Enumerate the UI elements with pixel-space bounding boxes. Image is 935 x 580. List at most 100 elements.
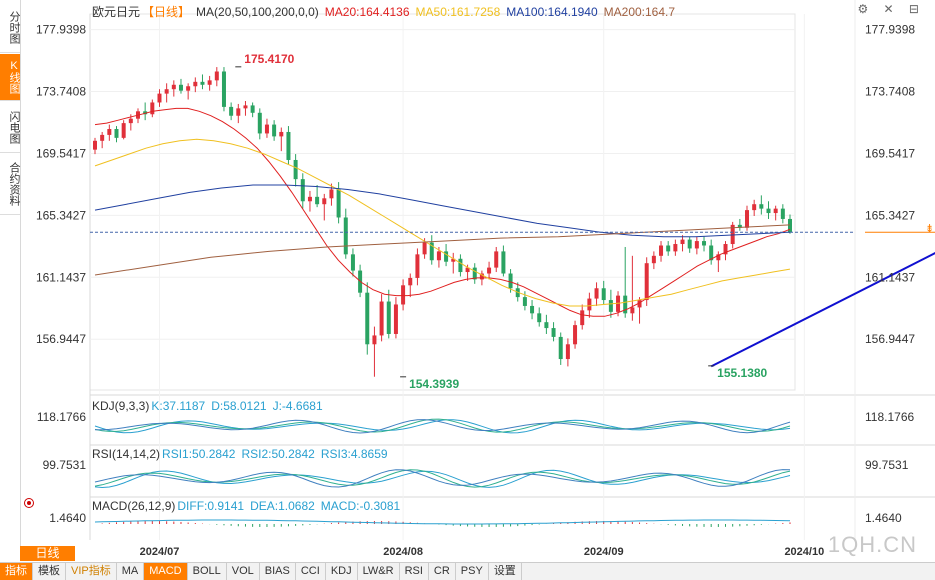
candle-body [630,307,635,314]
candle-body [250,105,255,113]
price-annotation: 154.3939 [409,377,459,391]
bottom-tab[interactable]: PSY [456,563,489,580]
candle-body [279,131,284,137]
candle-body [272,124,277,137]
candle-body [200,81,205,85]
candle-body [788,218,792,233]
candle-body [479,273,484,280]
candle-body [573,325,578,345]
macd-value: MACD:-0.3081 [320,499,401,513]
candle-body [687,239,692,249]
y-tick-label: 165.3427 [865,208,915,222]
tab-timeshare[interactable]: 分时图 [0,2,20,53]
candle-body [436,251,441,261]
tab-kline[interactable]: K线图 [0,54,20,101]
candle-body [408,277,413,286]
candle-body [171,84,176,90]
rsi-tick-left: 99.7531 [43,458,87,472]
candle-body [322,198,327,205]
candle-body [336,189,341,218]
candle-body [759,204,764,209]
ma100-value: MA100:164.1940 [506,5,598,19]
chart-tools[interactable]: ⚙ ✕ ⊟ [857,2,925,16]
candle-body [193,81,198,87]
bottom-tab[interactable]: 模板 [33,563,66,580]
candle-body [157,93,162,103]
indicator-target-icon[interactable] [24,498,34,508]
candle-body [608,300,613,312]
candle-body [580,310,585,326]
candle-body [300,179,305,202]
candle-body [451,258,456,262]
main-panel-frame [89,13,796,391]
bottom-tab[interactable]: LW&R [358,563,400,580]
macd-dea: DEA:1.0682 [250,499,315,513]
price-annotation: 175.4170 [244,52,294,66]
candle-body [752,204,757,211]
candle-body [114,129,119,138]
candle-body [229,106,234,116]
candle-body [530,305,535,314]
symbol-name: 欧元日元 [92,5,141,19]
candle-body [164,89,169,94]
candle-body [422,242,427,255]
candle-body [386,301,391,334]
macd-diff: DIFF:0.9141 [177,499,245,513]
candle-body [401,285,406,305]
candle-body [601,288,606,301]
y-tick-label: 173.7408 [36,85,86,99]
candle-body [723,244,728,255]
kdj-d: D:58.0121 [211,399,267,413]
bottom-tab[interactable]: VOL [227,563,260,580]
bottom-tab[interactable]: VIP指标 [66,563,117,580]
macd-legend: MACD(26,12,9) DIFF:0.9141 DEA:1.0682 MACD:-… [92,499,406,513]
candle-body [315,196,320,205]
bottom-tab[interactable]: CCI [296,563,326,580]
bottom-tab[interactable]: CR [429,563,456,580]
period-button[interactable]: 日线 [20,546,75,561]
candle-body [623,295,628,314]
kdj-tick-left: 118.1766 [37,410,86,424]
bottom-tab[interactable]: MACD [144,563,188,580]
rsi-line [94,469,791,489]
bottom-tab[interactable]: RSI [400,563,429,580]
period-label: 【日线】 [142,5,191,19]
candle-body [680,239,685,245]
rsi-line [94,469,791,488]
candle-body [379,301,384,336]
bottom-tab[interactable]: MA [117,563,145,580]
y-tick-label: 161.1437 [36,270,86,284]
candle-body [415,254,420,278]
bottom-tab[interactable]: BOLL [188,563,227,580]
candle-body [651,255,656,264]
x-tick-label: 2024/08 [383,546,423,558]
candle-body [150,102,155,115]
candle-body [494,251,499,268]
bottom-toolbar: 指标 模板 VIP指标 MA MACD BOLL VOL BIAS CCI KD… [0,562,935,580]
candle-body [221,71,226,107]
kdj-line [94,418,791,433]
y-tick-label: 177.9398 [865,23,915,37]
tab-contract-info[interactable]: 合约资料 [0,154,20,215]
candle-body [93,140,97,150]
bottom-tab[interactable]: 设置 [489,563,522,580]
last-price-arrow: ⇟ [925,223,934,235]
main-legend: 欧元日元 【日线】 MA(20,50,100,200,0,0) MA20:164.41… [92,3,681,20]
candle-body [107,129,112,135]
bottom-tab[interactable]: 指标 [0,563,33,580]
x-tick-label: 2024/07 [140,546,180,558]
tab-flash[interactable]: 闪电图 [0,102,20,153]
ma20-line [94,107,791,317]
y-tick-label: 169.5417 [36,146,86,160]
candle-body [307,196,312,202]
candle-body [644,263,649,301]
bottom-tab[interactable]: BIAS [260,563,296,580]
bottom-tab[interactable]: KDJ [326,563,358,580]
candle-body [257,112,262,134]
candle-body [780,208,785,219]
watermark: 1QH.CN [827,532,917,557]
x-tick-label: 2024/09 [584,546,624,558]
candle-body [766,208,771,214]
rsi-name: RSI(14,14,2) [92,447,161,461]
